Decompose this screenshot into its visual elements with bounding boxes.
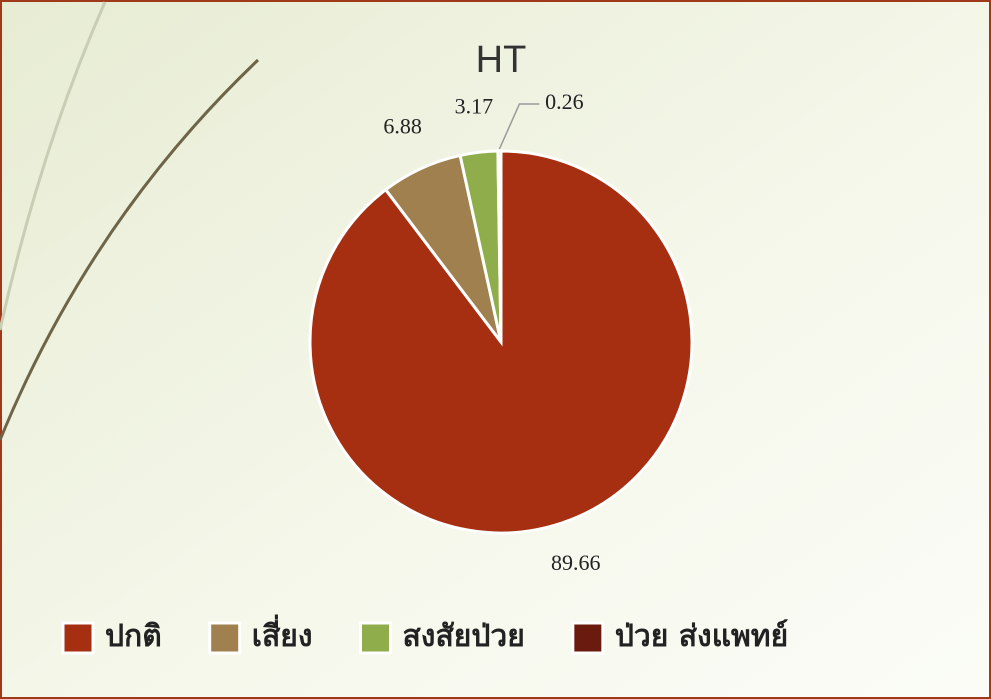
legend-swatch — [61, 621, 95, 655]
legend-swatch — [571, 621, 605, 655]
chart-title: HT — [476, 39, 527, 81]
legend-swatch — [359, 621, 392, 655]
data-label: 3.17 — [455, 94, 494, 119]
legend-label: ป่วย ส่งแพทย์ — [615, 619, 788, 654]
leader-line — [498, 103, 540, 150]
data-label: 0.26 — [545, 89, 584, 114]
legend-label: ปกติ — [105, 619, 162, 654]
legend-label: เสี่ยง — [252, 614, 313, 654]
legend: ปกติ เสี่ยง สงสัยป่วย ป่วย ส่งแพทย์ — [61, 614, 788, 655]
pie-slice — [496, 149, 503, 343]
decor-curve — [0, 58, 260, 441]
data-label: 6.88 — [383, 114, 422, 139]
legend-swatch — [208, 621, 242, 655]
data-label: 89.66 — [551, 550, 601, 575]
pie: 89.66 6.88 3.17 0.26 — [308, 89, 694, 575]
legend-label: สงสัยป่วย — [403, 619, 525, 654]
decor-curve — [0, 1, 107, 331]
